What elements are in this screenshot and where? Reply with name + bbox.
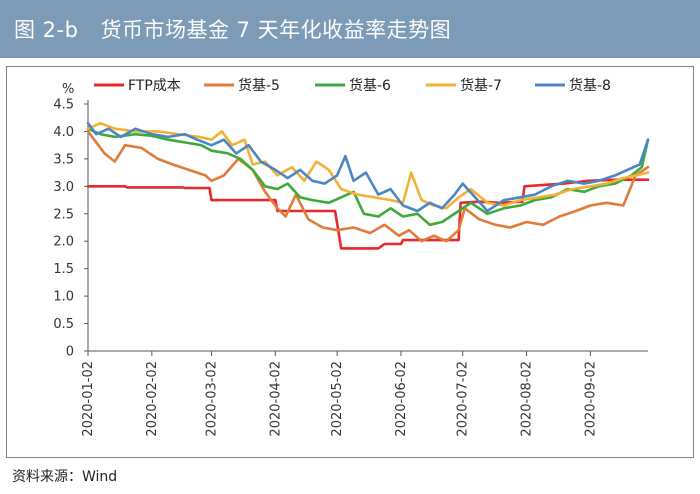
legend-label-2: 货基-5 [238, 77, 280, 94]
chart-frame [6, 66, 694, 458]
x-tick-label: 2020-07-02 [456, 361, 471, 437]
y-tick-label: 2.0 [53, 235, 74, 250]
y-tick-label: 3.5 [53, 152, 74, 167]
y-tick-label: 0.5 [53, 317, 74, 332]
source-note: 资料来源：Wind [12, 469, 118, 485]
y-tick-label: 4.0 [53, 125, 74, 140]
x-tick-label: 2020-04-02 [268, 361, 283, 437]
x-tick-label: 2020-06-02 [394, 361, 409, 437]
x-tick-label: 2020-09-02 [583, 361, 598, 437]
x-tick-label: 2020-08-02 [520, 361, 535, 437]
y-tick-label: 0 [66, 345, 74, 360]
figure-title-bar: 图 2-b 货币市场基金 7 天年化收益率走势图 [0, 0, 700, 58]
figure-label: 图 2-b [14, 18, 79, 42]
legend-label-3: 货基-6 [349, 77, 391, 94]
series-line-5 [86, 121, 650, 213]
y-tick-label: 2.5 [53, 207, 74, 222]
x-tick-label: 2020-01-02 [81, 361, 96, 437]
series-line-4 [86, 121, 650, 210]
series-line-1 [86, 178, 650, 250]
y-tick-label: 4.5 [53, 98, 74, 113]
x-tick-label: 2020-03-02 [205, 361, 220, 437]
legend-label-5: 货基-8 [569, 77, 611, 94]
y-tick-label: 1.0 [53, 290, 74, 305]
y-axis-unit-label: % [62, 82, 74, 97]
x-tick-label: 2020-02-02 [145, 361, 160, 437]
figure-title: 货币市场基金 7 天年化收益率走势图 [100, 18, 452, 42]
legend-label-1: FTP成本 [128, 78, 181, 94]
y-tick-label: 3.0 [53, 180, 74, 195]
series-line-2 [86, 130, 650, 243]
x-tick-label: 2020-05-02 [330, 361, 345, 437]
legend-label-4: 货基-7 [460, 77, 502, 94]
y-tick-label: 1.5 [53, 262, 74, 277]
